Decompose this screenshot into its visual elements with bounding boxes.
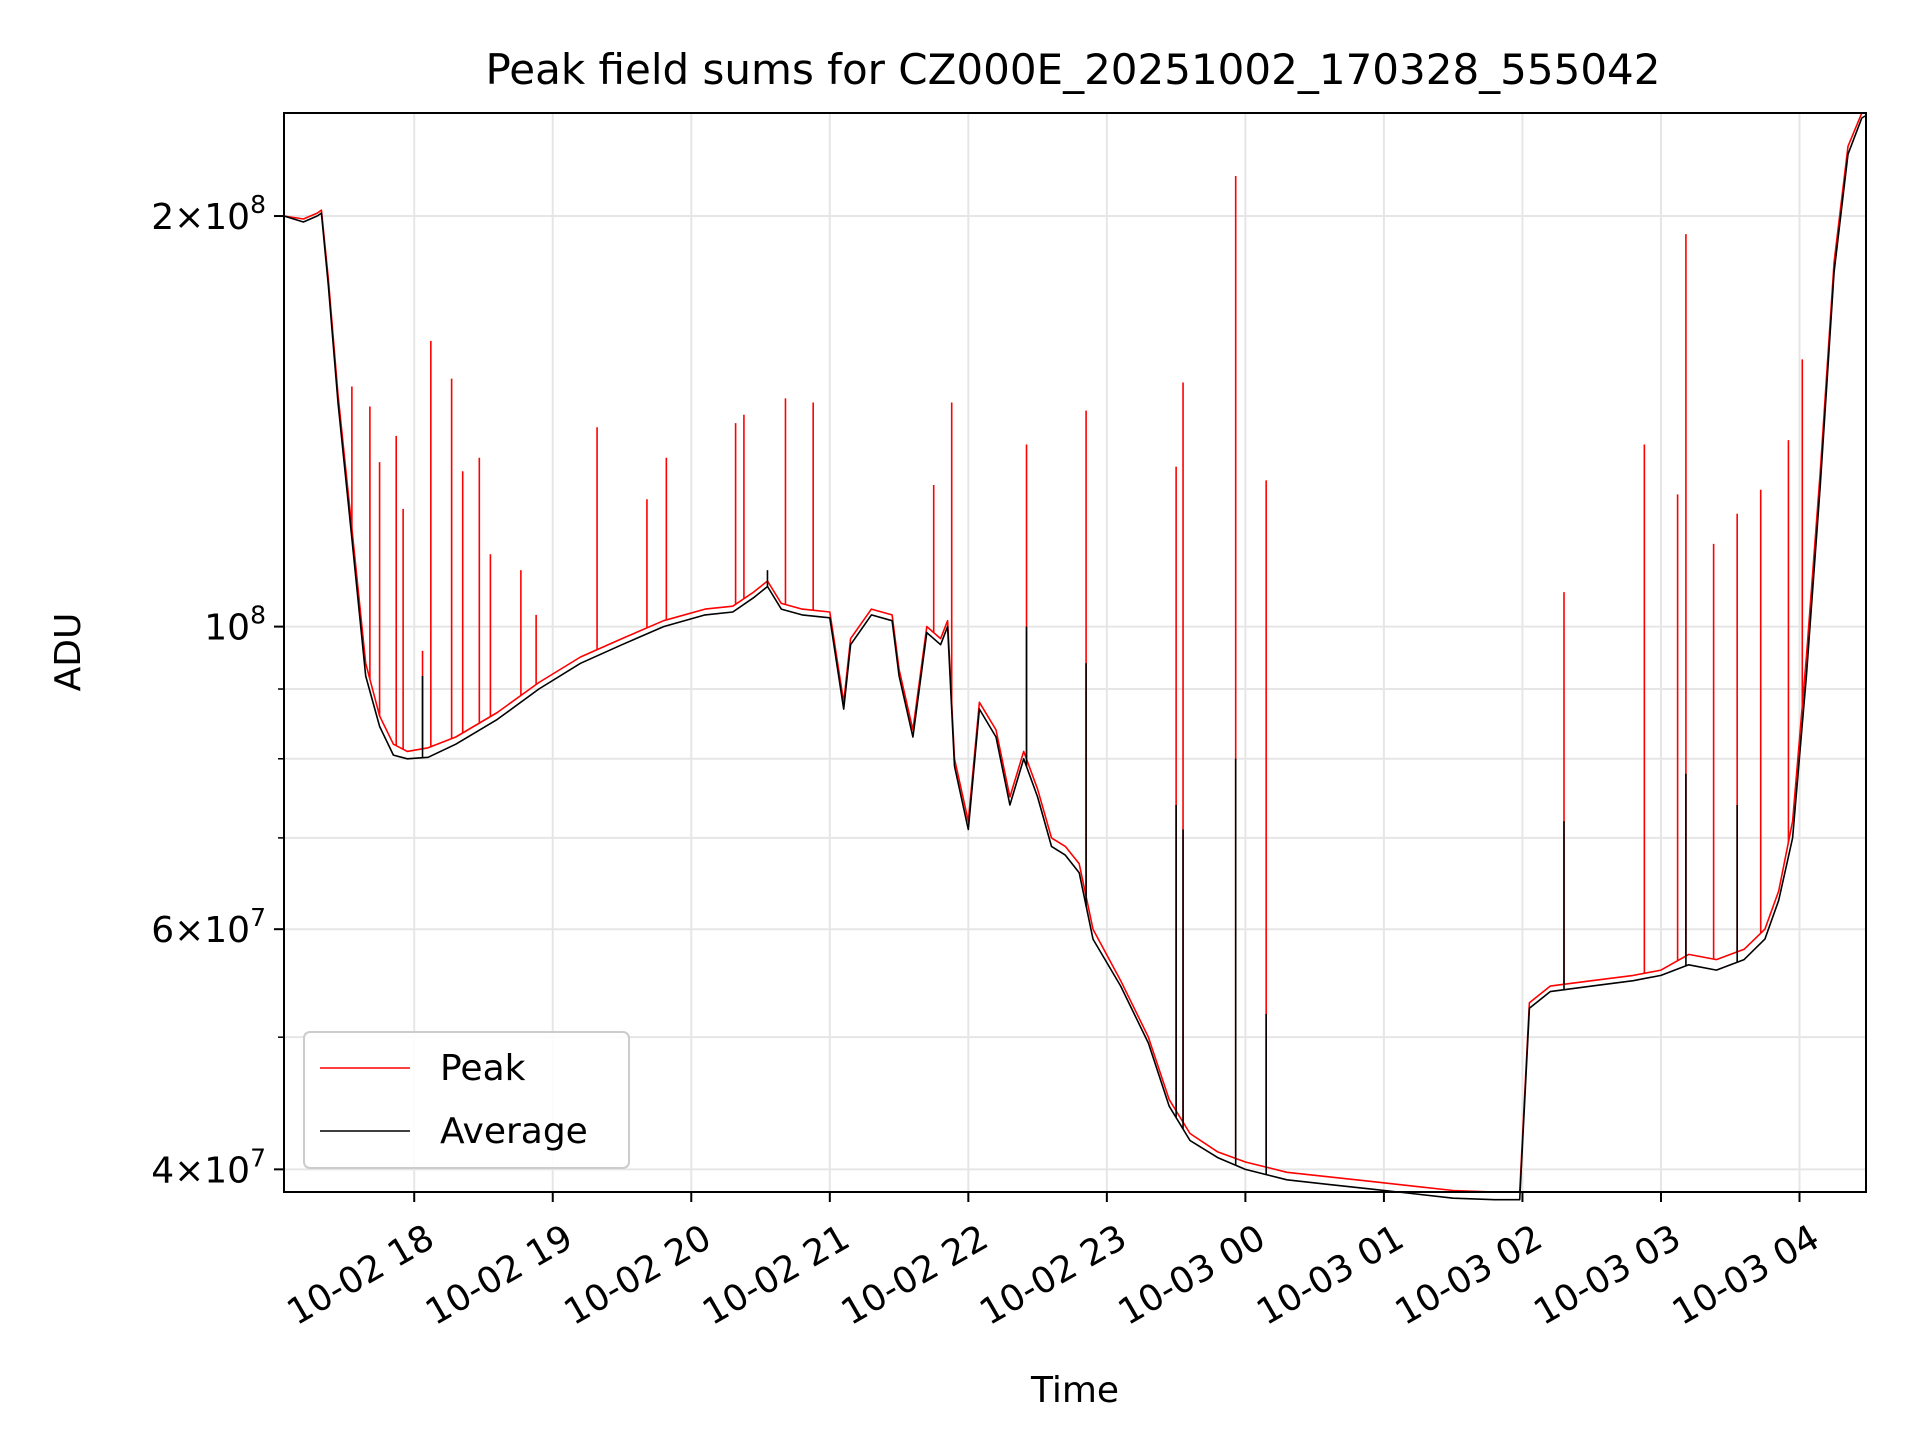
y-tick-label-base: 2×10 <box>151 197 250 238</box>
legend-box <box>303 1031 630 1169</box>
y-tick-label: 2×108 <box>151 190 266 238</box>
plot-background <box>284 113 1866 1192</box>
y-tick-label-exponent: 7 <box>250 903 266 932</box>
chart-title: Peak field sums for CZ000E_20251002_1703… <box>485 45 1660 94</box>
legend-label-peak: Peak <box>440 1048 526 1089</box>
y-axis-label: ADU <box>48 613 89 692</box>
plot-frame <box>283 112 1867 1193</box>
y-tick-label: 108 <box>204 601 266 649</box>
y-tick-label: 6×107 <box>151 903 266 951</box>
series-average <box>283 114 1867 1201</box>
series-layer <box>283 112 1867 1201</box>
y-tick-label-base: 4×10 <box>151 1150 250 1191</box>
series-line-average <box>283 114 1867 1201</box>
series-line-peak <box>283 112 1866 1193</box>
grid-lines <box>284 113 1866 1192</box>
y-tick-label-exponent: 8 <box>250 601 266 630</box>
series-peak <box>283 112 1866 1193</box>
y-tick-label-base: 6×10 <box>151 910 250 951</box>
y-tick-label-exponent: 8 <box>250 190 266 219</box>
y-tick-label-base: 10 <box>204 608 250 649</box>
plot-area <box>283 112 1867 1201</box>
legend-label-average: Average <box>440 1111 588 1152</box>
x-axis-label: Time <box>1030 1370 1119 1411</box>
y-tick-label-exponent: 7 <box>250 1143 266 1172</box>
legend: Peak Average <box>303 1031 630 1169</box>
y-tick-label: 4×107 <box>151 1143 266 1191</box>
